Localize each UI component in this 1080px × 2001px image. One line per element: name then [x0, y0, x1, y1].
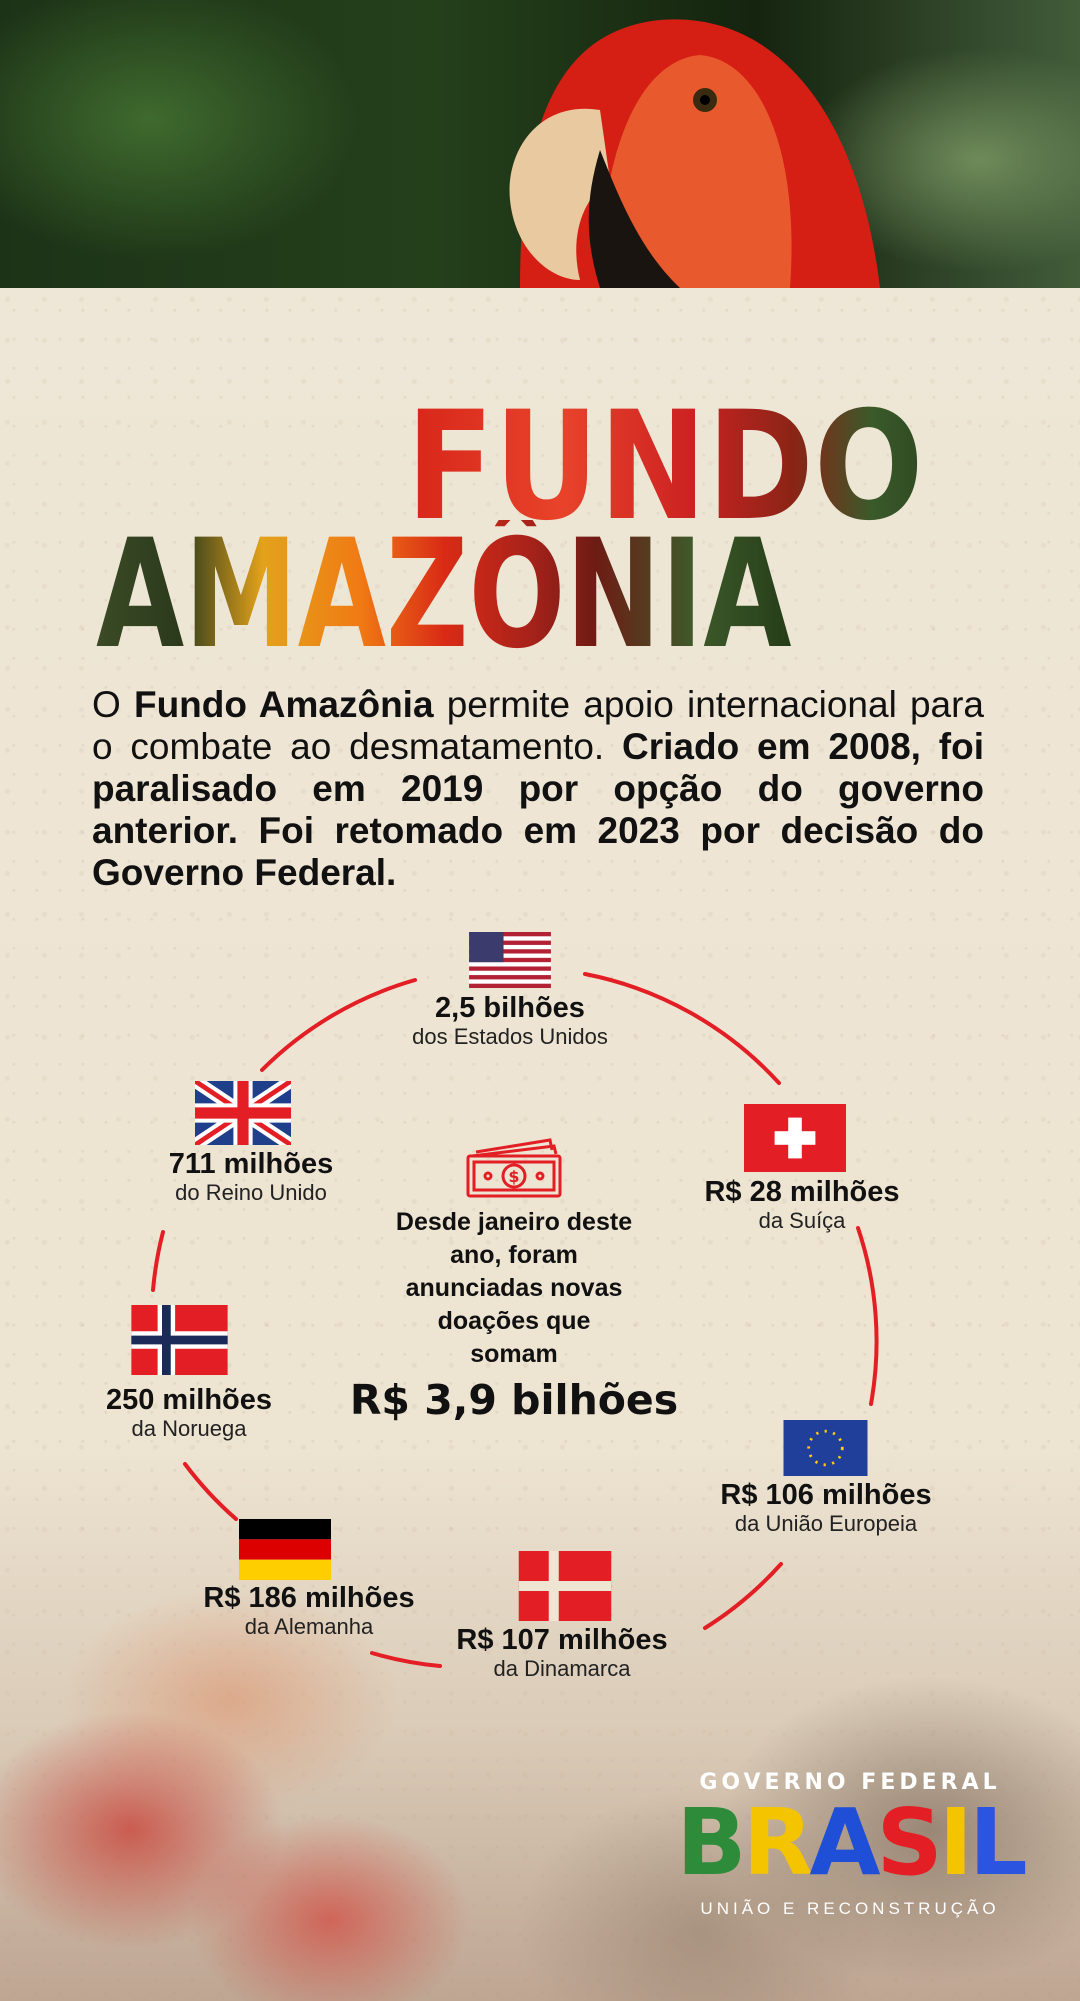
logo-top-text: GOVERNO FEDERAL — [699, 1770, 1001, 1795]
donation-source: do Reino Unido — [175, 1180, 327, 1205]
center-summary: Desde janeiro deste ano, foram anunciada… — [350, 1206, 678, 1425]
donation-eu: R$ 106 milhões da União Europeia — [720, 1479, 931, 1537]
intro-paragraph: O Fundo Amazônia permite apoio internaci… — [92, 684, 984, 894]
macaw-photo — [0, 0, 1080, 288]
summary-line: ano, foram — [450, 1241, 578, 1269]
ring-arc — [583, 972, 781, 1085]
title-line-2: AMAZÔNIA — [96, 508, 792, 682]
donation-amount: 250 milhões — [105, 1384, 273, 1416]
ring-arc — [703, 1562, 783, 1630]
norway-flag-icon — [131, 1305, 228, 1375]
donation-amount: R$ 28 milhões — [704, 1176, 900, 1208]
donation-uk: 711 milhões do Reino Unido — [169, 1148, 333, 1206]
macaw-illustration — [509, 19, 880, 288]
intro-bold: Fundo Amazônia — [133, 684, 434, 725]
svg-text:$: $ — [508, 1167, 519, 1186]
donation-source: da Dinamarca — [493, 1656, 631, 1681]
summary-total: R$ 3,9 bilhões — [349, 1376, 679, 1424]
intro-text: permite apoio internacional para o comba… — [92, 684, 985, 767]
summary-line: Desde janeiro deste — [395, 1208, 633, 1236]
donation-amount: 2,5 bilhões — [435, 992, 585, 1024]
summary-line: doações que — [437, 1307, 591, 1335]
ring-arc — [151, 1230, 165, 1292]
usa-flag-icon — [469, 932, 551, 988]
donation-norway: 250 milhões da Noruega — [106, 1384, 272, 1442]
intro-bold: Criado em 2008, foi paralisado em 2019 p… — [92, 726, 984, 893]
donation-denmark: R$ 107 milhões da Dinamarca — [456, 1624, 667, 1682]
logo-brasil-wordmark: BRASIL — [676, 1789, 1027, 1896]
ring-arc — [260, 978, 417, 1072]
title-line-1: FUNDO — [406, 380, 924, 554]
germany-flag-icon — [239, 1519, 331, 1580]
ring-arc — [183, 1462, 238, 1521]
denmark-flag-icon — [518, 1551, 612, 1621]
ring-arc — [856, 1226, 879, 1406]
donation-amount: 711 milhões — [168, 1148, 334, 1180]
intro-text: O — [92, 684, 134, 725]
fruit-photo — [0, 1450, 1080, 2001]
donation-source: da União Europeia — [734, 1511, 918, 1536]
summary-line: anunciadas novas — [405, 1274, 623, 1302]
donation-source: da Alemanha — [244, 1614, 374, 1639]
donation-source: da Suíça — [758, 1208, 846, 1233]
donation-usa: 2,5 bilhões dos Estados Unidos — [412, 992, 608, 1050]
switzerland-flag-icon — [744, 1104, 846, 1172]
donation-switzerland: R$ 28 milhões da Suíça — [704, 1176, 899, 1234]
logo-bottom-text: UNIÃO E RECONSTRUÇÃO — [700, 1899, 1000, 1918]
uk-flag-icon — [195, 1081, 291, 1145]
donation-source: da Noruega — [131, 1416, 247, 1441]
money-bills-icon: $ — [466, 1138, 562, 1198]
summary-line: somam — [470, 1340, 558, 1368]
donation-amount: R$ 107 milhões — [456, 1624, 668, 1656]
donation-amount: R$ 186 milhões — [203, 1582, 415, 1614]
donation-amount: R$ 106 milhões — [720, 1479, 932, 1511]
donation-source: dos Estados Unidos — [412, 1024, 608, 1049]
eu-flag-icon — [783, 1420, 868, 1476]
governo-federal-logo: GOVERNO FEDERAL BRASIL UNIÃO E RECONSTRU… — [660, 1770, 1040, 1919]
donation-germany: R$ 186 milhões da Alemanha — [203, 1582, 414, 1640]
ring-arc — [370, 1651, 442, 1668]
